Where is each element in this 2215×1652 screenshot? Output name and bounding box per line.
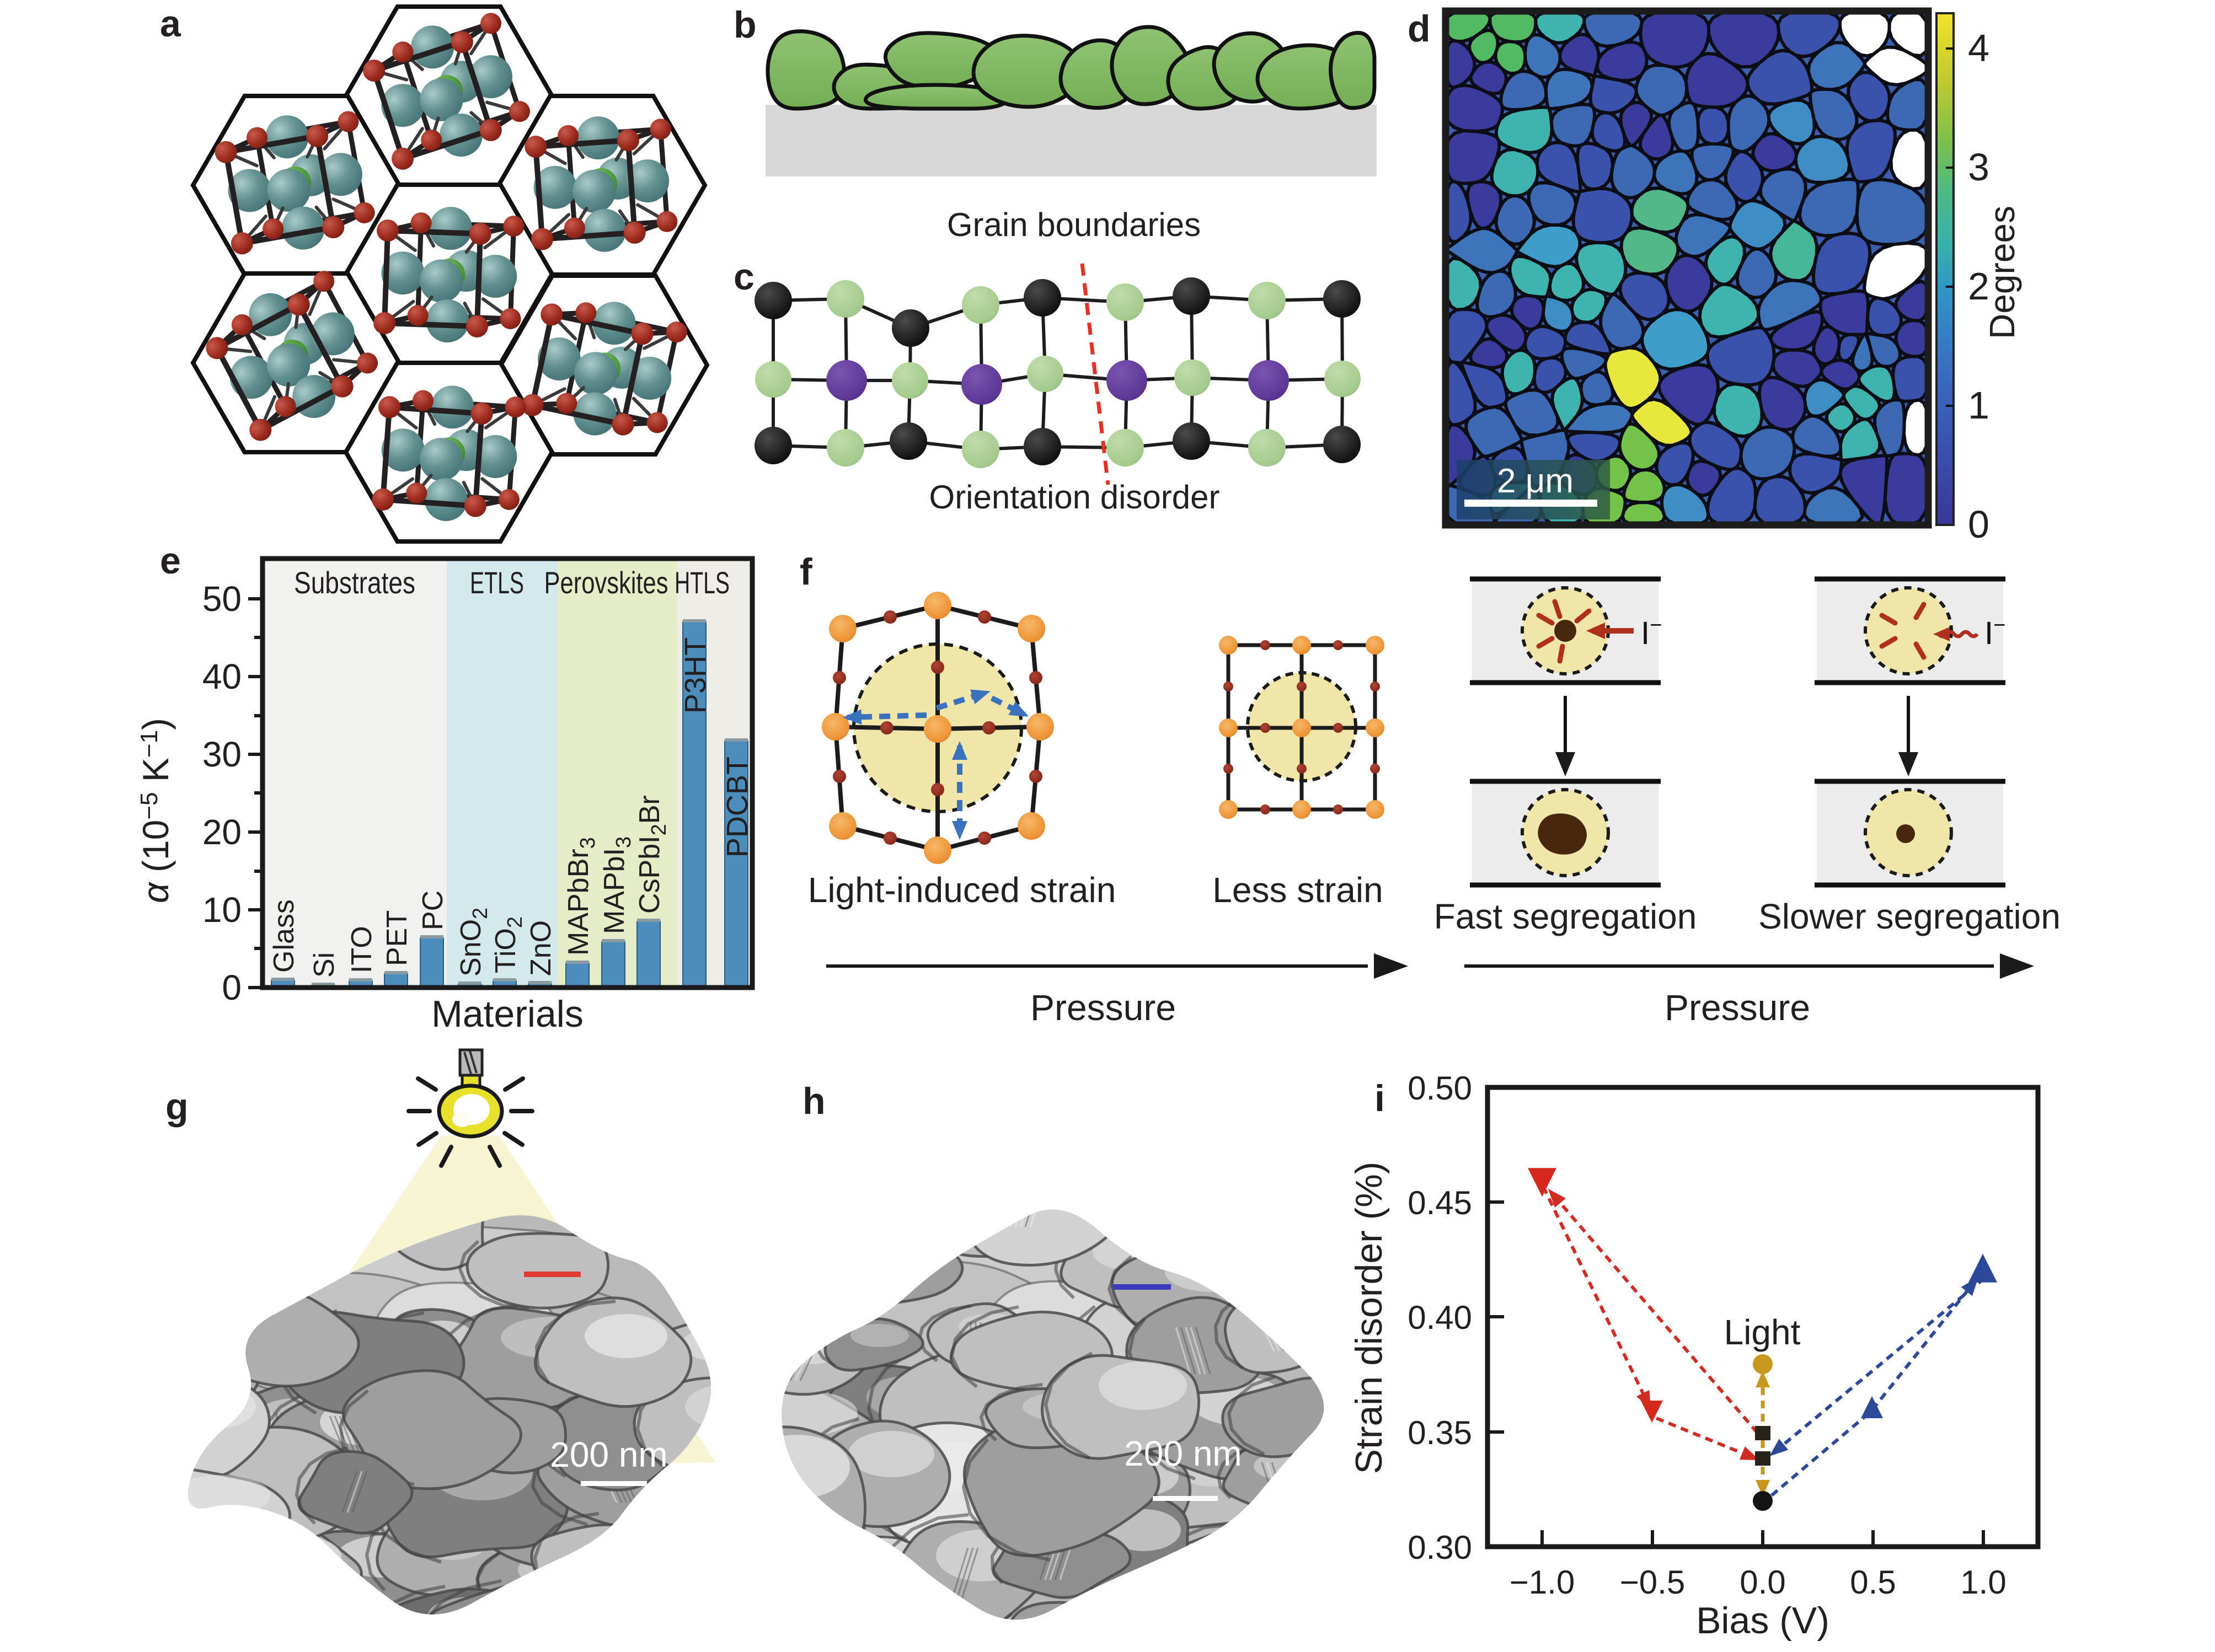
svg-text:Glass: Glass [268, 899, 300, 973]
svg-text:1.0: 1.0 [1960, 1564, 2006, 1601]
svg-text:P3HT: P3HT [679, 637, 712, 714]
svg-text:Pressure: Pressure [1030, 987, 1176, 1028]
svg-text:ITO: ITO [346, 926, 378, 973]
svg-text:f: f [800, 551, 812, 593]
svg-text:d: d [1408, 8, 1431, 50]
svg-text:ZnO: ZnO [525, 920, 557, 976]
svg-text:4: 4 [1968, 26, 1989, 69]
svg-text:0: 0 [222, 968, 242, 1007]
svg-text:CsPbI2Br: CsPbI2Br [634, 795, 671, 914]
svg-text:0.40: 0.40 [1408, 1299, 1472, 1336]
svg-text:Slower segregation: Slower segregation [1758, 897, 2061, 936]
svg-text:0: 0 [1968, 503, 1989, 546]
svg-text:HTLS: HTLS [675, 565, 730, 600]
svg-text:200 nm: 200 nm [550, 1435, 667, 1474]
svg-text:3: 3 [1968, 146, 1989, 189]
svg-text:Si: Si [308, 952, 340, 978]
svg-text:Strain disorder (%): Strain disorder (%) [1348, 1162, 1390, 1474]
svg-text:−0.5: −0.5 [1620, 1564, 1685, 1601]
svg-text:Orientation disorder: Orientation disorder [929, 479, 1220, 516]
svg-text:b: b [734, 4, 757, 46]
svg-text:Perovskites: Perovskites [544, 565, 668, 600]
svg-text:30: 30 [202, 734, 242, 774]
svg-text:MAPbBr3: MAPbBr3 [563, 837, 600, 956]
svg-text:0.35: 0.35 [1408, 1414, 1472, 1451]
svg-text:2 μm: 2 μm [1497, 462, 1574, 500]
svg-text:TiO2: TiO2 [490, 916, 527, 973]
svg-text:e: e [160, 540, 181, 582]
svg-text:i: i [1374, 1077, 1385, 1119]
svg-text:PET: PET [381, 910, 413, 966]
svg-text:0.50: 0.50 [1408, 1070, 1472, 1107]
svg-text:Substrates: Substrates [294, 565, 415, 600]
svg-text:2: 2 [1968, 265, 1989, 308]
svg-text:Bias (V): Bias (V) [1696, 1600, 1829, 1642]
svg-text:g: g [165, 1086, 189, 1128]
svg-text:10: 10 [202, 890, 242, 930]
svg-text:Materials: Materials [431, 993, 584, 1035]
svg-text:a: a [160, 3, 181, 45]
svg-text:Pressure: Pressure [1665, 987, 1810, 1028]
svg-text:40: 40 [202, 657, 242, 696]
svg-text:ETLS: ETLS [470, 565, 524, 600]
svg-text:0.30: 0.30 [1408, 1529, 1472, 1566]
svg-text:50: 50 [202, 579, 242, 619]
svg-text:Degrees: Degrees [1982, 206, 2022, 339]
svg-text:1: 1 [1968, 384, 1989, 427]
svg-text:20: 20 [202, 812, 242, 852]
svg-text:0.5: 0.5 [1850, 1564, 1896, 1601]
svg-text:Light: Light [1724, 1312, 1801, 1352]
svg-text:Fast segregation: Fast segregation [1434, 897, 1697, 936]
svg-text:c: c [734, 256, 755, 298]
svg-text:Grain boundaries: Grain boundaries [947, 206, 1201, 243]
svg-text:0.45: 0.45 [1408, 1184, 1472, 1221]
svg-text:PDCBT: PDCBT [721, 757, 754, 857]
svg-text:200 nm: 200 nm [1124, 1434, 1242, 1473]
svg-text:−1.0: −1.0 [1510, 1564, 1575, 1601]
svg-text:h: h [802, 1080, 826, 1122]
svg-text:Less strain: Less strain [1212, 870, 1383, 910]
svg-text:0.0: 0.0 [1740, 1564, 1785, 1601]
svg-text:MAPbI3: MAPbI3 [598, 836, 635, 934]
svg-text:PC: PC [417, 891, 449, 930]
svg-text:Light-induced strain: Light-induced strain [808, 870, 1116, 910]
